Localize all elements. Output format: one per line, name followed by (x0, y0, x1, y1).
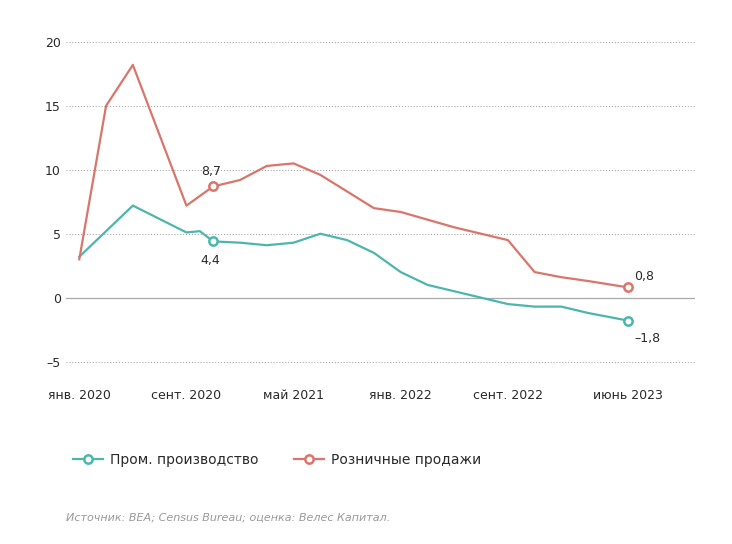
Text: –1,8: –1,8 (634, 331, 660, 344)
Text: 0,8: 0,8 (634, 270, 654, 283)
Text: 8,7: 8,7 (201, 165, 221, 178)
Text: 4,4: 4,4 (201, 254, 220, 267)
Text: Источник: BEA; Census Bureau; оценка: Велес Капитал.: Источник: BEA; Census Bureau; оценка: Ве… (66, 512, 390, 522)
Legend: Пром. производство, Розничные продажи: Пром. производство, Розничные продажи (72, 453, 482, 467)
